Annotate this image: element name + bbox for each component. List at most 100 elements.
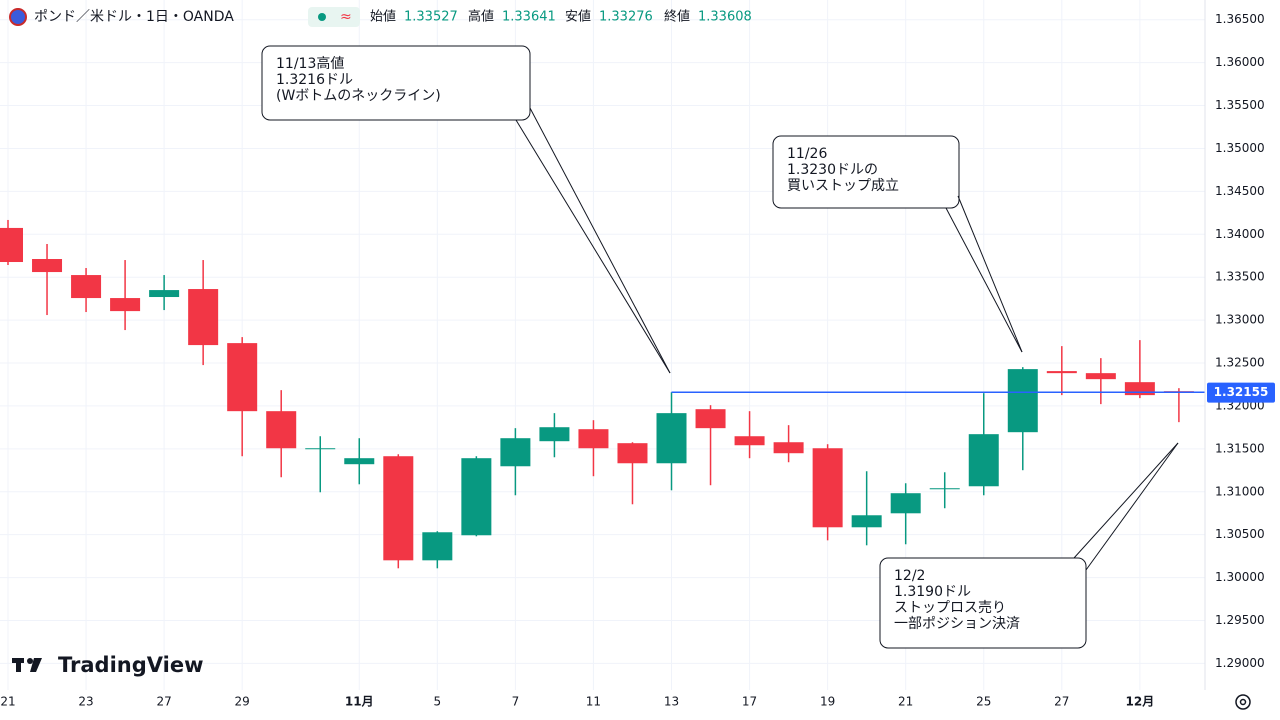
callout-text: 1.3190ドル bbox=[894, 584, 971, 600]
callout-text: 11/26 bbox=[787, 146, 827, 162]
candle-body bbox=[851, 515, 882, 528]
ohlc-value: 1.33276 bbox=[599, 10, 653, 25]
x-tick-label: 5 bbox=[434, 695, 442, 709]
badge: ≈ bbox=[340, 9, 352, 25]
candle-body bbox=[422, 532, 453, 561]
status-badge bbox=[308, 7, 360, 27]
candle-body bbox=[1124, 382, 1155, 396]
candle-body bbox=[1046, 371, 1077, 374]
candle-body bbox=[773, 442, 804, 454]
y-tick-label: 1.31500 bbox=[1215, 441, 1265, 455]
candles bbox=[0, 219, 1194, 569]
candle-body bbox=[110, 298, 141, 312]
y-tick-label: 1.33000 bbox=[1215, 313, 1265, 327]
candle-body bbox=[461, 458, 492, 536]
candle-body bbox=[188, 289, 219, 346]
x-tick-label: 13 bbox=[664, 695, 679, 709]
candle-body bbox=[344, 458, 375, 465]
candle-body bbox=[578, 429, 609, 449]
y-tick-label: 1.31000 bbox=[1215, 484, 1265, 498]
symbol[interactable]: ポンド／米ドル・1日・OANDA bbox=[34, 9, 234, 25]
callout-pointer bbox=[515, 119, 671, 374]
callout-pointer bbox=[529, 107, 671, 374]
y-tick-label: 1.34000 bbox=[1215, 227, 1265, 241]
y-tick-label: 1.34500 bbox=[1215, 184, 1265, 198]
callout-text: 1.3230ドルの bbox=[787, 162, 878, 178]
callout-text: 1.3216ドル bbox=[276, 72, 353, 88]
candle-body bbox=[734, 436, 765, 446]
candle-body bbox=[227, 343, 258, 412]
x-tick-label: 7 bbox=[512, 695, 520, 709]
candle-body bbox=[266, 411, 297, 449]
candle-body bbox=[968, 434, 999, 487]
candle-body bbox=[149, 290, 180, 298]
x-tick-label: 11 bbox=[586, 695, 601, 709]
callout-box bbox=[772, 135, 960, 209]
ohlc-label: 安値 bbox=[565, 9, 591, 25]
x-tick-label: 27 bbox=[156, 695, 171, 709]
candle-body bbox=[1007, 369, 1038, 433]
candle-body bbox=[32, 259, 63, 273]
y-tick-label: 1.29500 bbox=[1215, 613, 1265, 627]
candle-body bbox=[812, 448, 843, 528]
callout-text: 買いストップ成立 bbox=[787, 178, 899, 194]
last-price-box bbox=[1207, 382, 1275, 403]
y-tick-label: 1.30500 bbox=[1215, 527, 1265, 541]
callout-text: 一部ポジション決済 bbox=[894, 616, 1020, 632]
candle-body bbox=[0, 227, 23, 263]
x-tick-label: 29 bbox=[235, 695, 250, 709]
x-tick-label: 21 bbox=[898, 695, 913, 709]
candle-body bbox=[929, 488, 960, 490]
price-axis-bg bbox=[1205, 0, 1280, 720]
x-tick-label: 12月 bbox=[1126, 695, 1155, 709]
last-price-label: 1.32155 bbox=[1214, 385, 1269, 399]
callout-pointer bbox=[1085, 442, 1179, 571]
y-tick-label: 1.29000 bbox=[1215, 656, 1265, 670]
candle-body bbox=[617, 443, 648, 464]
candle-body bbox=[71, 275, 102, 299]
ohlc-label: 終値 bbox=[664, 9, 690, 25]
candle-body bbox=[1085, 373, 1116, 380]
y-tick-label: 1.33500 bbox=[1215, 270, 1265, 284]
callout-pointer bbox=[957, 195, 1023, 353]
ohlc-label: 始値 bbox=[370, 9, 396, 25]
callout-box bbox=[261, 45, 531, 121]
callout-pointer bbox=[1073, 442, 1179, 559]
callout-text: 12/2 bbox=[894, 568, 925, 584]
candle-body bbox=[305, 448, 336, 450]
logo: TradingView bbox=[12, 653, 203, 677]
x-tick-label: 19 bbox=[820, 695, 835, 709]
y-tick-label: 1.35000 bbox=[1215, 141, 1265, 155]
logo-text: TradingView bbox=[58, 653, 203, 677]
y-tick-label: 1.35500 bbox=[1215, 98, 1265, 112]
ohlc-label: 高値 bbox=[468, 9, 494, 25]
candle-body bbox=[500, 438, 531, 467]
ohlc-value: 1.33527 bbox=[404, 10, 458, 25]
y-tick-label: 1.36500 bbox=[1215, 12, 1265, 26]
y-tick-label: 1.36000 bbox=[1215, 55, 1265, 69]
candle-body bbox=[695, 409, 726, 429]
ohlc-value: 1.33641 bbox=[502, 10, 556, 25]
candle-body bbox=[656, 413, 687, 464]
y-tick-label: 1.30000 bbox=[1215, 570, 1265, 584]
x-tick-label: 17 bbox=[742, 695, 757, 709]
y-tick-label: 1.32500 bbox=[1215, 356, 1265, 370]
x-tick-label: 27 bbox=[1054, 695, 1069, 709]
settings-icon[interactable] bbox=[1235, 694, 1251, 710]
x-tick-label: 25 bbox=[976, 695, 991, 709]
x-tick-label: 21 bbox=[0, 695, 15, 709]
callout-text: 11/13高値 bbox=[276, 55, 344, 72]
ohlc-value: 1.33608 bbox=[698, 10, 752, 25]
settings-icon-center bbox=[1239, 698, 1247, 706]
status-dot bbox=[318, 13, 326, 21]
candle-body bbox=[383, 456, 414, 561]
callout-box bbox=[879, 557, 1087, 649]
ohlc-header: 始値 1.33527 高値 1.33641 安値 1.33276 終値 1.33608 bbox=[370, 9, 752, 25]
candle-body bbox=[539, 427, 570, 442]
x-tick-label: 23 bbox=[78, 695, 93, 709]
